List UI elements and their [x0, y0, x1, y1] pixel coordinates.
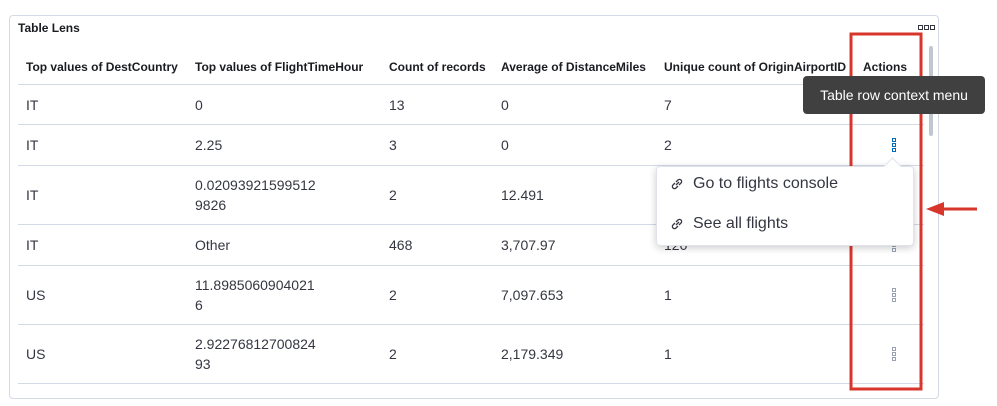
- tooltip: Table row context menu: [803, 76, 985, 114]
- row-divider: [18, 383, 924, 384]
- row-divider: [18, 124, 924, 125]
- column-header[interactable]: Top values of FlightTimeHour: [195, 60, 364, 74]
- menu-item[interactable]: Go to flights console: [669, 175, 838, 193]
- table-cell: US: [26, 346, 46, 362]
- menu-item-label: See all flights: [693, 215, 789, 232]
- menu-item[interactable]: See all flights: [669, 215, 788, 233]
- row-actions-button[interactable]: [892, 347, 896, 362]
- table-cell: 0: [501, 96, 509, 113]
- row-divider: [18, 224, 924, 225]
- table-cell: 2: [389, 287, 397, 303]
- table-cell: 2: [389, 187, 397, 203]
- table-cell: 11.89850609040216: [195, 277, 315, 313]
- context-menu: Go to flights console See all flights: [656, 157, 914, 246]
- link-icon: [671, 178, 683, 190]
- table-cell: 0: [195, 96, 203, 113]
- table-cell: 7,097.653: [501, 287, 564, 303]
- table-cell: US: [26, 287, 46, 303]
- table-cell: 12.491: [501, 187, 544, 203]
- column-header[interactable]: Actions: [863, 60, 908, 74]
- menu-item-label: Go to flights console: [693, 175, 838, 192]
- table-cell: IT: [26, 137, 39, 153]
- column-header[interactable]: Top values of DestCountry: [26, 60, 178, 74]
- link-icon: [671, 218, 683, 230]
- table-cell: IT: [26, 187, 39, 203]
- table-cell: 3: [389, 137, 397, 153]
- row-divider: [18, 165, 924, 166]
- column-header[interactable]: Average of DistanceMiles: [501, 60, 646, 74]
- row-divider: [18, 84, 924, 85]
- table-cell: 2: [664, 137, 672, 153]
- table-cell: 1: [664, 346, 672, 362]
- table-cell: 2.25: [195, 137, 223, 153]
- table-cell: 2: [389, 346, 397, 362]
- table-cell: 2.9227681270082493: [195, 336, 316, 372]
- table-cell: IT: [26, 96, 39, 113]
- table-cell: 3,707.97: [501, 237, 556, 253]
- row-divider: [18, 265, 924, 266]
- row-actions-button[interactable]: [892, 288, 896, 303]
- row-divider: [18, 324, 924, 325]
- panel-options[interactable]: [918, 25, 935, 30]
- table-cell: Other: [195, 237, 231, 253]
- table-cell: 1: [664, 287, 672, 303]
- table: Top values of DestCountry Top values of F…: [10, 16, 938, 398]
- table-cell: 2,179.349: [501, 346, 564, 362]
- table-cell: 468: [389, 237, 413, 253]
- row-actions-button[interactable]: [892, 138, 896, 153]
- arrow-head: [926, 202, 944, 216]
- table-cell: 13: [389, 96, 405, 113]
- column-header[interactable]: Count of records: [389, 60, 486, 74]
- table-cell: 7: [664, 96, 672, 113]
- table-cell: 0: [501, 137, 509, 153]
- table-cell: IT: [26, 237, 39, 253]
- column-header[interactable]: Unique count of OriginAirportID: [664, 60, 846, 74]
- panel-title: Table Lens: [18, 21, 80, 35]
- table-cell: 0.020939215995129826: [195, 177, 316, 213]
